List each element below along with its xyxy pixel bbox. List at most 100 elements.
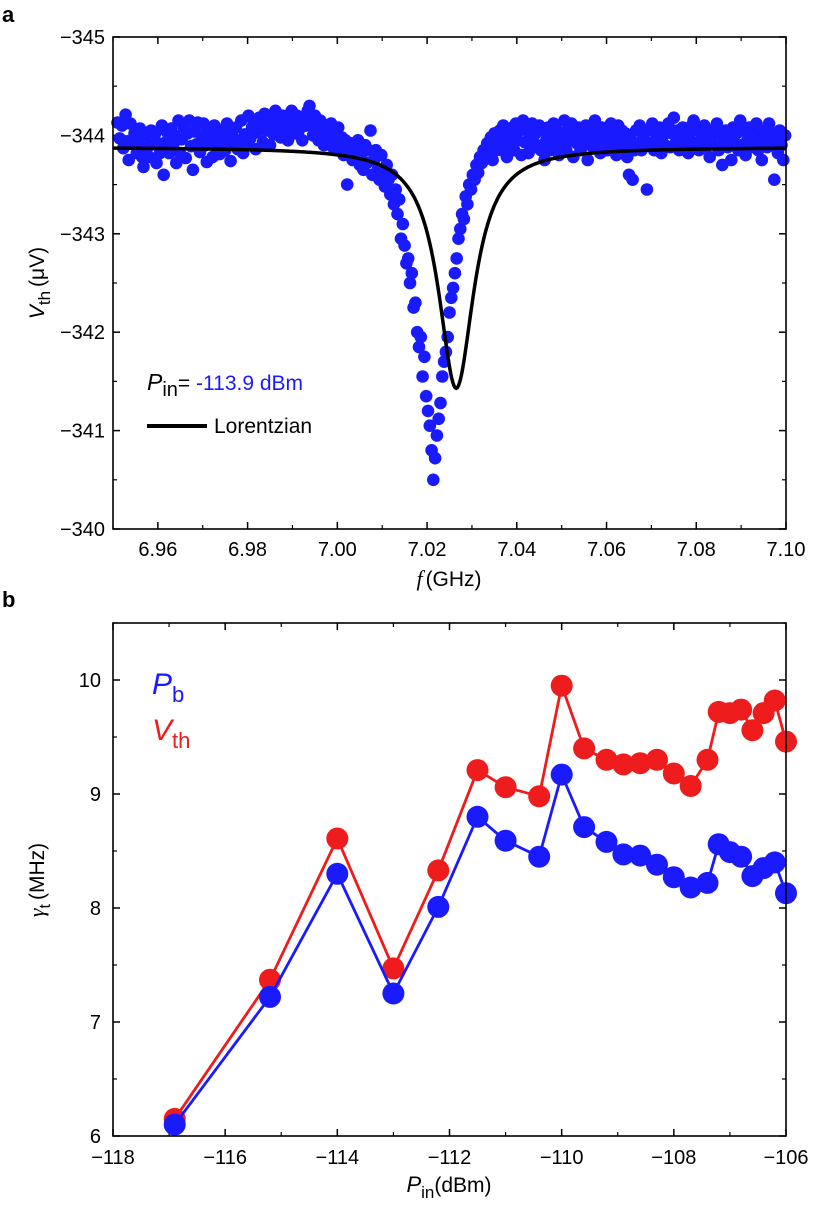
a-data-point xyxy=(452,232,465,245)
series-marker xyxy=(679,775,702,797)
a-data-point xyxy=(414,330,428,344)
a-data-point xyxy=(581,153,594,167)
series-marker xyxy=(741,719,764,742)
a-y-tick-label: −342 xyxy=(60,322,105,344)
a-data-point xyxy=(427,473,440,487)
b-x-tick-label: −118 xyxy=(91,1147,135,1169)
a-data-point xyxy=(375,148,388,162)
legend-pb: Pb xyxy=(152,668,184,707)
panel-b-letter: b xyxy=(2,587,15,612)
series-marker xyxy=(326,862,349,885)
a-x-tick-label: 7.10 xyxy=(767,539,806,561)
a-data-point xyxy=(401,252,415,265)
series-vth xyxy=(163,674,797,1130)
a-x-tick-label: 6.98 xyxy=(228,539,267,561)
a-y-tick-label: −345 xyxy=(60,27,105,49)
a-y-tick-label: −341 xyxy=(60,421,105,443)
panel-a-lorentzian-fit xyxy=(112,146,787,391)
a-x-tick-label: 7.06 xyxy=(587,539,626,561)
a-data-point xyxy=(703,150,716,164)
x-title-unit: (GHz) xyxy=(426,568,482,591)
panel-b-frame xyxy=(112,622,787,1137)
series-marker xyxy=(550,763,573,786)
series-marker xyxy=(528,785,551,808)
a-data-point xyxy=(263,138,277,152)
a-data-point xyxy=(626,173,639,186)
legend-vth: Vth xyxy=(152,714,190,753)
a-data-point xyxy=(391,207,404,221)
a-data-point xyxy=(461,198,474,211)
b-x-tick-label: −110 xyxy=(540,1147,584,1169)
legend-lorentzian-label: Lorentzian xyxy=(214,415,312,438)
annotation-p-sub: in xyxy=(162,379,178,401)
b-x-tick-label: −116 xyxy=(203,1147,247,1169)
a-data-point xyxy=(471,166,485,180)
series-marker xyxy=(763,851,786,874)
b-y-title-sub: t xyxy=(37,903,54,908)
a-data-point xyxy=(486,153,499,167)
a-x-tick-label: 7.00 xyxy=(318,539,357,561)
panel-a-frame xyxy=(112,36,787,530)
legend-pb-symbol: P xyxy=(152,668,172,701)
a-data-point xyxy=(150,156,163,170)
b-y-tick-label: 7 xyxy=(90,1012,101,1034)
panel-a-letter: a xyxy=(2,2,15,27)
series-marker xyxy=(629,752,652,775)
series-marker xyxy=(427,895,450,918)
series-marker xyxy=(696,748,719,771)
annotation-p-symbol: P xyxy=(147,369,163,395)
a-x-tick-label: 7.04 xyxy=(497,539,536,561)
a-x-tick-label: 7.02 xyxy=(408,539,447,561)
a-data-point xyxy=(733,114,747,127)
series-marker xyxy=(259,985,281,1008)
series-marker xyxy=(730,698,753,721)
a-x-tick-label: 7.08 xyxy=(677,539,716,561)
b-x-tick-label: −112 xyxy=(428,1147,472,1169)
a-data-point xyxy=(710,117,724,130)
a-data-point xyxy=(768,173,781,186)
series-marker xyxy=(573,737,596,760)
series-marker xyxy=(646,748,668,771)
b-y-title-symbol: γ xyxy=(24,907,49,917)
a-data-point xyxy=(755,153,769,167)
b-y-title-unit: (MHz) xyxy=(26,843,49,900)
series-marker xyxy=(573,816,596,839)
a-data-point xyxy=(687,114,700,127)
annotation-eq: = xyxy=(178,372,196,395)
b-y-tick-label: 10 xyxy=(79,670,101,692)
a-data-point xyxy=(364,124,377,137)
a-data-point xyxy=(419,389,433,403)
b-y-tick-label: 9 xyxy=(90,784,101,806)
series-marker xyxy=(696,871,719,894)
a-data-point xyxy=(405,266,419,280)
b-x-tick-label: −108 xyxy=(651,1147,696,1169)
a-data-point xyxy=(443,306,456,319)
panel-b-y-title: γt (MHz) xyxy=(24,843,54,917)
x-title-symbol: f xyxy=(416,566,425,591)
series-marker xyxy=(595,748,618,771)
a-data-point xyxy=(137,160,150,174)
series-marker xyxy=(494,776,517,799)
a-data-point xyxy=(331,121,345,134)
y-title-symbol: V xyxy=(26,303,49,319)
a-data-point xyxy=(448,266,462,280)
series-marker xyxy=(662,866,685,889)
series-marker xyxy=(612,753,635,776)
series-marker xyxy=(679,876,702,899)
a-data-point xyxy=(436,370,449,383)
a-data-point xyxy=(762,117,776,130)
a-data-point xyxy=(224,154,237,168)
a-data-point xyxy=(450,252,464,265)
a-y-tick-label: −344 xyxy=(60,125,105,147)
a-data-point xyxy=(412,340,426,354)
a-data-point xyxy=(777,153,790,167)
series-marker xyxy=(466,759,489,782)
a-data-point xyxy=(416,370,429,383)
series-marker xyxy=(326,827,349,850)
a-data-point xyxy=(432,412,446,426)
legend-vth-symbol: V xyxy=(152,714,175,747)
b-y-tick-label: 6 xyxy=(90,1126,101,1148)
series-marker xyxy=(427,859,450,882)
series-line xyxy=(173,680,788,1120)
